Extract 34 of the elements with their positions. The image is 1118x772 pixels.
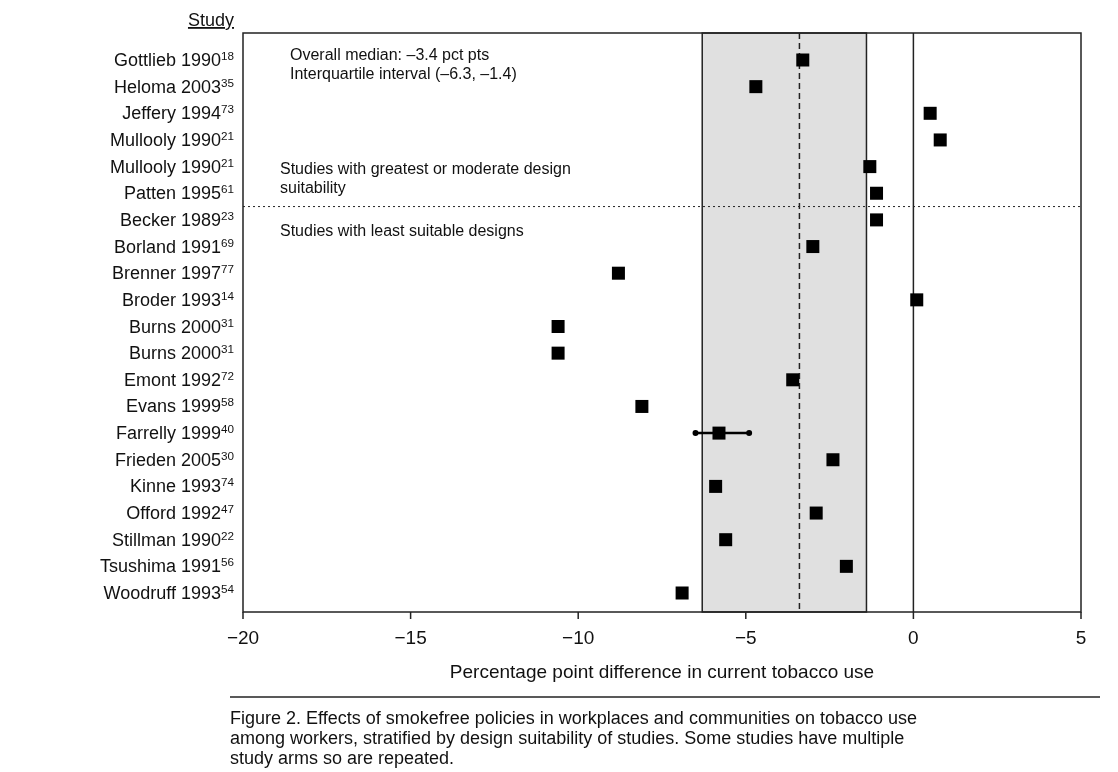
- annotation: Studies with greatest or moderate design suitability: [280, 160, 571, 196]
- y-tick-label: Jeffery 1994$^{73}$: [122, 101, 234, 124]
- y-tick-label: Frieden 2005$^{30}$: [114, 448, 235, 470]
- y-tick-label: Becker 1989$^{23}$: [119, 208, 234, 230]
- y-tick-label: Burns 2000$^{31}$: [128, 315, 234, 337]
- y-tick-label: Kinne 1993$^{74}$: [129, 474, 235, 497]
- y-tick-label: Mullooly 1990$^{21}$: [109, 155, 234, 177]
- x-axis-title: Percentage point difference in current tobacco use: [449, 661, 875, 682]
- y-tick-label: Broder 1993$^{14}$: [121, 288, 235, 310]
- y-axis-title: Study: [187, 10, 234, 30]
- y-tick-label: Evans 1999$^{58}$: [125, 394, 234, 417]
- x-tick-label: −15: [394, 627, 427, 648]
- y-tick-label: Burns 2000$^{31}$: [128, 341, 234, 364]
- y-tick-label: Brenner 1997$^{77}$: [111, 261, 234, 284]
- y-tick-label: Mullooly 1990$^{21}$: [109, 128, 234, 150]
- caption: Figure 2. Effects of smokefree policies in workplaces and communities on tobacco use among workers, stratified by design suitability of studies. Some studies have multiple study arms so are repeated.: [230, 708, 918, 768]
- y-tick-label: Stillman 1990$^{22}$: [111, 528, 234, 550]
- y-tick-label: Farrelly 1999$^{40}$: [115, 421, 235, 444]
- x-tick-label: 0: [908, 627, 919, 648]
- x-tick-label: −5: [734, 627, 757, 648]
- annotation: Studies with least suitable designs: [280, 222, 524, 239]
- y-tick-label: Patten 1995$^{61}$: [123, 181, 234, 204]
- y-tick-label: Heloma 2003$^{35}$: [113, 75, 235, 97]
- y-tick-label: Offord 1992$^{47}$: [126, 501, 234, 524]
- annotation: Interquartile interval (–6.3, –1.4): [290, 65, 517, 82]
- y-tick-label: Gottlieb 1990$^{18}$: [113, 48, 234, 70]
- x-tick-label: −10: [562, 627, 595, 648]
- x-tick-label: 5: [1075, 627, 1087, 648]
- y-tick-label: Tsushima 1991$^{56}$: [99, 554, 234, 577]
- y-tick-label: Borland 1991$^{69}$: [113, 235, 234, 257]
- annotation: Overall median: –3.4 pct pts: [290, 46, 490, 63]
- x-tick-label: −20: [226, 627, 260, 648]
- y-tick-label: Emont 1992$^{72}$: [123, 368, 234, 390]
- y-tick-label: Woodruff 1993$^{54}$: [103, 581, 235, 603]
